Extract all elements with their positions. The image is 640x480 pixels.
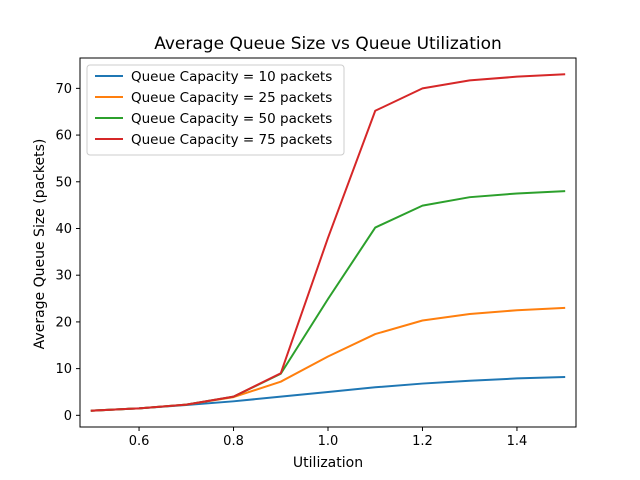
x-tick-label: 1.2 <box>412 434 433 449</box>
y-tick-label: 10 <box>55 362 72 377</box>
axes: 0.6 0.8 1.0 1.2 1.4 0 10 20 30 40 50 60 70 <box>55 57 577 449</box>
x-tick-label: 1.4 <box>507 434 528 449</box>
legend-label-1: Queue Capacity = 10 packets <box>131 69 332 85</box>
y-tick-label: 60 <box>55 129 72 144</box>
series-layer <box>90 73 566 412</box>
y-tick-label: 40 <box>55 222 72 237</box>
y-axis-label: Average Queue Size (packets) <box>32 139 48 350</box>
x-axis-label: Utilization <box>293 455 363 471</box>
y-tick-label: 20 <box>55 315 72 330</box>
chart-title: Average Queue Size vs Queue Utilization <box>154 34 502 54</box>
legend-label-3: Queue Capacity = 50 packets <box>131 111 332 127</box>
series-line-2 <box>90 306 566 412</box>
x-tick-label: 0.8 <box>223 434 244 449</box>
legend-label-4: Queue Capacity = 75 packets <box>131 132 332 148</box>
series-line-4 <box>90 73 566 412</box>
legend: Queue Capacity = 10 packets Queue Capacit… <box>86 64 345 156</box>
x-tick-label: 1.0 <box>318 434 339 449</box>
y-tick-label: 50 <box>55 175 72 190</box>
y-tick-label: 0 <box>64 409 72 424</box>
x-tick-label: 0.6 <box>129 434 150 449</box>
legend-box <box>86 64 345 156</box>
y-tick-label: 70 <box>55 82 72 97</box>
y-tick-label: 30 <box>55 269 72 284</box>
series-line-3 <box>90 190 566 412</box>
legend-label-2: Queue Capacity = 25 packets <box>131 90 332 106</box>
